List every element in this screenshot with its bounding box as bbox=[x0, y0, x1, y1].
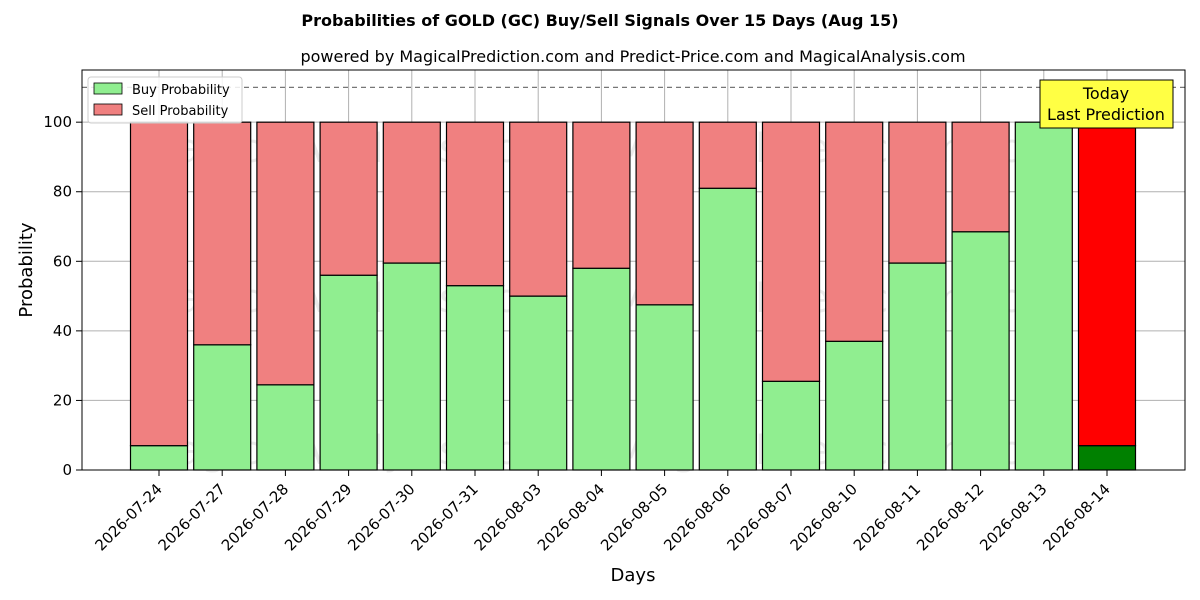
bar-sell-2026-07-31 bbox=[445, 121, 505, 287]
annotation-line2: Last Prediction bbox=[1047, 105, 1165, 124]
legend-swatch-buy bbox=[93, 82, 123, 95]
bar-sell-2026-08-12 bbox=[951, 121, 1010, 233]
x-tick-label: 2026-08-06 bbox=[660, 480, 734, 554]
bar-sell-2026-08-03 bbox=[509, 121, 568, 297]
chart-title: Probabilities of GOLD (GC) Buy/Sell Sign… bbox=[301, 11, 898, 30]
bar-buy-2026-07-31 bbox=[445, 285, 505, 471]
bar-buy-2026-08-07 bbox=[761, 380, 821, 471]
plot-frame bbox=[81, 69, 1186, 471]
bar-buy-2026-07-24 bbox=[129, 445, 189, 471]
y-tick-label: 100 bbox=[43, 113, 72, 131]
x-tick-label: 2026-08-14 bbox=[1039, 480, 1113, 554]
y-axis-ticks: 0 20 40 60 80 100 bbox=[43, 113, 82, 479]
x-axis-ticks: 2026-07-242026-07-272026-07-282026-07-29… bbox=[91, 470, 1114, 554]
x-tick-label: 2026-08-13 bbox=[976, 480, 1050, 554]
x-tick-label: 2026-07-31 bbox=[407, 480, 481, 554]
annotation-box bbox=[1039, 79, 1174, 129]
x-tick-label: 2026-08-10 bbox=[787, 480, 861, 554]
legend-swatch-sell bbox=[93, 103, 123, 116]
bar-sell-2026-08-14 bbox=[1077, 121, 1137, 447]
bar-sell-2026-07-24 bbox=[129, 121, 189, 447]
x-tick-label: 2026-08-03 bbox=[471, 480, 545, 554]
bar-buy-2026-07-30 bbox=[382, 262, 441, 471]
legend-label-buy: Buy Probability bbox=[132, 83, 230, 98]
bar-sell-2026-08-04 bbox=[572, 121, 631, 269]
bar-sell-2026-07-27 bbox=[193, 121, 252, 346]
bar-buy-2026-08-04 bbox=[572, 267, 631, 471]
bar-buy-2026-08-13 bbox=[1014, 121, 1073, 471]
bar-sell-2026-08-10 bbox=[825, 121, 884, 342]
x-tick-label: 2026-07-29 bbox=[281, 480, 355, 554]
bar-sell-2026-07-30 bbox=[382, 121, 441, 264]
y-axis-label: Probability bbox=[16, 222, 37, 317]
bar-sell-2026-07-28 bbox=[256, 121, 315, 386]
bar-buy-2026-08-12 bbox=[951, 231, 1010, 471]
x-axis-label: Days bbox=[611, 565, 656, 586]
legend-box bbox=[87, 76, 243, 124]
bar-sell-2026-08-06 bbox=[698, 121, 757, 189]
x-tick-label: 2026-07-30 bbox=[344, 480, 418, 554]
x-tick-label: 2026-08-07 bbox=[723, 480, 797, 554]
bar-buy-2026-08-14 bbox=[1077, 445, 1137, 471]
bar-buy-2026-07-27 bbox=[193, 344, 252, 471]
y-tick-label: 40 bbox=[53, 322, 72, 340]
today-annotation: Today Last Prediction bbox=[1039, 79, 1174, 129]
legend: Buy Probability Sell Probability bbox=[87, 76, 243, 124]
x-tick-label: 2026-07-27 bbox=[155, 480, 229, 554]
annotation-line1: Today bbox=[1082, 84, 1129, 103]
x-tick-label: 2026-07-28 bbox=[218, 480, 292, 554]
x-tick-label: 2026-08-04 bbox=[534, 480, 608, 554]
bar-buy-2026-07-28 bbox=[256, 384, 315, 471]
bar-sell-2026-07-29 bbox=[319, 121, 378, 276]
x-tick-label: 2026-08-11 bbox=[850, 480, 924, 554]
bar-buy-2026-08-06 bbox=[698, 187, 757, 471]
x-tick-label: 2026-08-12 bbox=[913, 480, 987, 554]
x-tick-label: 2026-07-24 bbox=[91, 480, 165, 554]
bar-sell-2026-08-07 bbox=[761, 121, 821, 382]
y-tick-label: 80 bbox=[53, 183, 72, 201]
chart-subtitle: powered by MagicalPrediction.com and Pre… bbox=[300, 47, 965, 66]
bar-buy-2026-07-29 bbox=[319, 274, 378, 471]
y-tick-label: 60 bbox=[53, 252, 72, 270]
bar-buy-2026-08-05 bbox=[635, 304, 694, 471]
y-tick-label: 20 bbox=[53, 391, 72, 409]
bar-sell-2026-08-11 bbox=[888, 121, 947, 264]
y-tick-label: 0 bbox=[62, 461, 72, 479]
bars bbox=[129, 121, 1137, 471]
bar-buy-2026-08-11 bbox=[888, 262, 947, 471]
x-tick-label: 2026-08-05 bbox=[597, 480, 671, 554]
bar-sell-2026-08-05 bbox=[635, 121, 694, 306]
bar-buy-2026-08-03 bbox=[509, 295, 568, 471]
bar-buy-2026-08-10 bbox=[825, 340, 884, 471]
legend-label-sell: Sell Probability bbox=[132, 104, 229, 119]
